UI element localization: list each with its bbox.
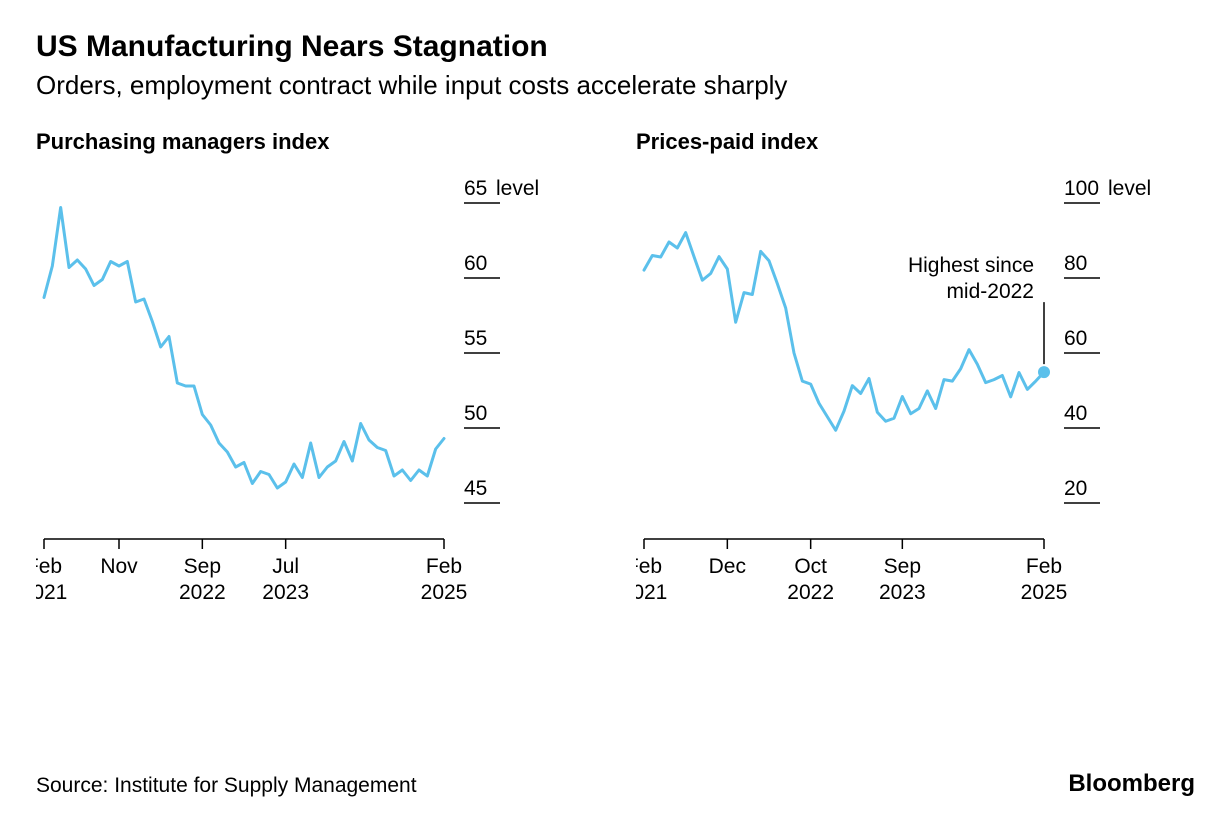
chart-left-svg: 65 level 60 55 50 45 Feb 2021 Nov Sep 2022 Jul 2023 F… [36, 165, 574, 613]
source-label: Source: Institute for Supply Management [36, 774, 417, 798]
svg-text:2023: 2023 [879, 581, 926, 604]
brand-label: Bloomberg [1068, 770, 1195, 798]
page-subtitle: Orders, employment contract while input … [36, 70, 1195, 101]
charts-row: Purchasing managers index 65 level 60 55 50 4… [36, 129, 1195, 613]
svg-text:Highest since: Highest since [908, 254, 1034, 277]
svg-text:2022: 2022 [179, 581, 226, 604]
svg-text:Feb: Feb [636, 555, 662, 578]
svg-text:20: 20 [1064, 477, 1087, 500]
svg-text:60: 60 [464, 252, 487, 275]
svg-text:2022: 2022 [787, 581, 834, 604]
svg-text:100: 100 [1064, 177, 1099, 200]
svg-text:Sep: Sep [884, 555, 921, 578]
svg-text:40: 40 [1064, 402, 1087, 425]
svg-text:45: 45 [464, 477, 487, 500]
svg-text:55: 55 [464, 327, 487, 350]
svg-text:2025: 2025 [421, 581, 468, 604]
svg-text:2023: 2023 [262, 581, 309, 604]
svg-text:60: 60 [1064, 327, 1087, 350]
svg-text:Sep: Sep [184, 555, 221, 578]
svg-text:Feb: Feb [426, 555, 462, 578]
svg-text:50: 50 [464, 402, 487, 425]
svg-text:Dec: Dec [709, 555, 746, 578]
chart-right-svg: 100 level 80 60 40 20 Feb 2021 Dec Oct 2022 Sep 2023… [636, 165, 1174, 613]
svg-text:80: 80 [1064, 252, 1087, 275]
svg-text:2025: 2025 [1021, 581, 1068, 604]
svg-text:Nov: Nov [100, 555, 138, 578]
svg-text:mid-2022: mid-2022 [946, 280, 1034, 303]
svg-text:Oct: Oct [794, 555, 827, 578]
chart-right-title: Prices-paid index [636, 129, 1176, 155]
chart-right-block: Prices-paid index 100 level 80 60 40 20 Feb 202… [636, 129, 1176, 613]
page-title: US Manufacturing Nears Stagnation [36, 30, 1195, 64]
svg-text:2021: 2021 [36, 581, 67, 604]
svg-text:Feb: Feb [36, 555, 62, 578]
svg-text:2021: 2021 [636, 581, 667, 604]
footer: Source: Institute for Supply Management … [36, 770, 1195, 798]
svg-text:Feb: Feb [1026, 555, 1062, 578]
chart-left-block: Purchasing managers index 65 level 60 55 50 4… [36, 129, 576, 613]
svg-text:level: level [496, 177, 539, 200]
svg-text:65: 65 [464, 177, 487, 200]
chart-page: US Manufacturing Nears Stagnation Orders… [0, 0, 1231, 832]
chart-left-title: Purchasing managers index [36, 129, 576, 155]
svg-text:Jul: Jul [272, 555, 299, 578]
svg-text:level: level [1108, 177, 1151, 200]
